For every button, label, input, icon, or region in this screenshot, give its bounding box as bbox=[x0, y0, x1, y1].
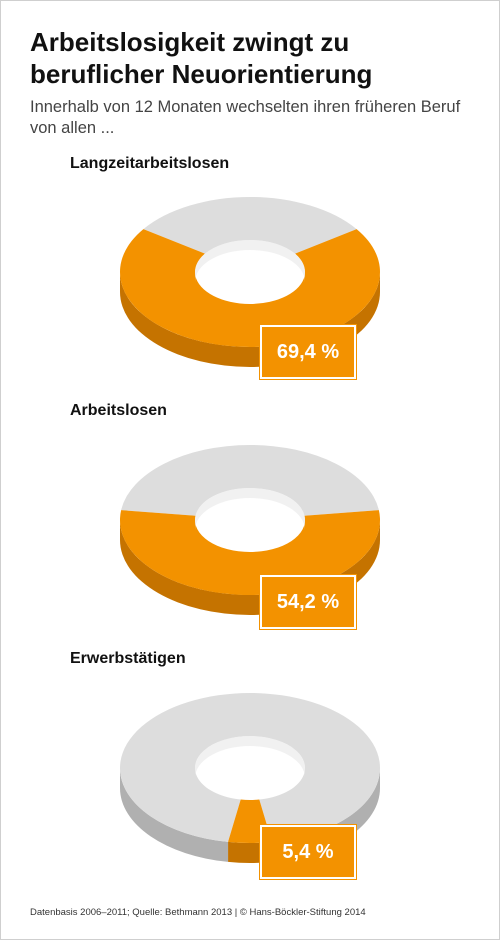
source-note: Datenbasis 2006–2011; Quelle: Bethmann 2… bbox=[30, 907, 366, 918]
donut-0-hole-shade bbox=[195, 240, 305, 282]
page-subtitle: Innerhalb von 12 Monaten wechselten ihre… bbox=[30, 98, 461, 137]
donut-1-rest-segment bbox=[121, 444, 379, 516]
chart-title-erwerbstaetige: Erwerbstätigen bbox=[70, 650, 186, 667]
chart-title-arbeitslose: Arbeitslosen bbox=[70, 402, 167, 419]
value-label-arbeitslose: 54,2 % bbox=[260, 575, 356, 629]
donut-2-rest-segment bbox=[120, 693, 381, 842]
donut-2-rest-side bbox=[120, 768, 229, 862]
page-title: Arbeitslosigkeit zwingt zu beruflicher N… bbox=[30, 27, 373, 89]
donut-0-highlight-segment bbox=[119, 229, 380, 347]
value-label-langzeitarbeitslose: 69,4 % bbox=[260, 325, 356, 379]
donut-1-highlight-segment bbox=[119, 510, 380, 595]
donut-1-hole-shade bbox=[195, 488, 305, 530]
value-label-erwerbstaetige: 5,4 % bbox=[260, 825, 356, 879]
donut-2-hole-shade bbox=[195, 736, 305, 778]
chart-title-langzeitarbeitslose: Langzeitarbeitslosen bbox=[70, 155, 230, 172]
donut-0-rest-segment bbox=[143, 197, 357, 254]
